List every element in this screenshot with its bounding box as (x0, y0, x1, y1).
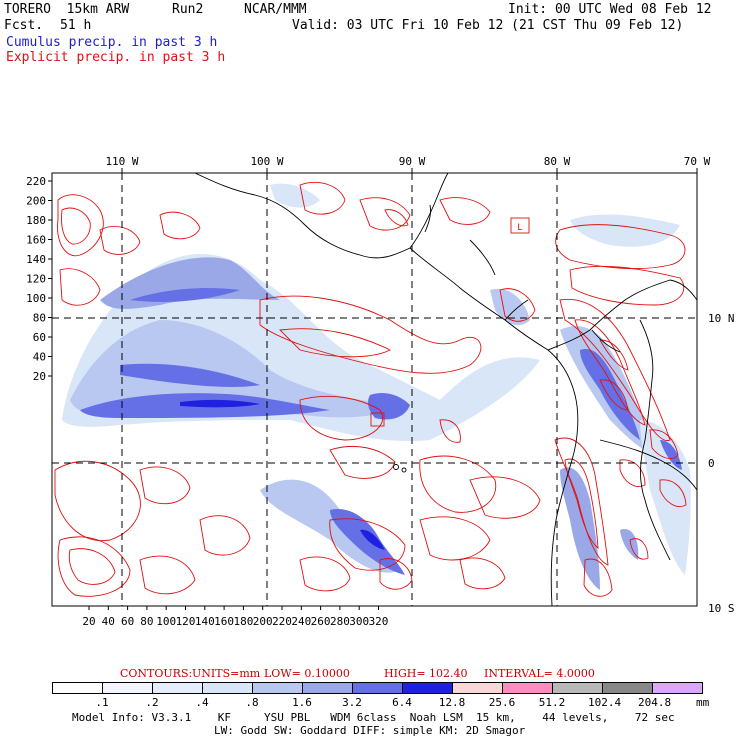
legend-swatch (502, 682, 553, 694)
y-tick-label: 220 (26, 175, 46, 188)
x-tick-label: 260 (311, 615, 331, 628)
graticule (52, 173, 697, 606)
legend-label: 3.2 (342, 696, 362, 709)
legend-label: 6.4 (392, 696, 412, 709)
coastlines (194, 173, 697, 606)
legend-label: 102.4 (588, 696, 622, 709)
x-tick-label: 60 (121, 615, 134, 628)
x-tick-label: 100 (156, 615, 176, 628)
legend-swatch (402, 682, 453, 694)
lon-label-70w: 70 W (684, 155, 711, 168)
legend-swatch (202, 682, 253, 694)
legend-swatch (102, 682, 153, 694)
x-tick-label: 320 (369, 615, 389, 628)
legend-unit: mm (696, 696, 710, 709)
forecast-hour: 51 h (60, 18, 92, 33)
forecast-label: Fcst. (4, 18, 44, 33)
contours-interval: INTERVAL= 4.0000 (484, 667, 595, 680)
x-tick-label: 140 (195, 615, 215, 628)
x-tick-label: 300 (349, 615, 369, 628)
legend-swatch (52, 682, 103, 694)
init-time: Init: 00 UTC Wed 08 Feb 12 (508, 2, 712, 17)
lon-label-80w: 80 W (544, 155, 571, 168)
map-frame (51, 172, 698, 607)
legend-swatch (552, 682, 603, 694)
explicit-precip-contours (54, 181, 687, 597)
y-tick-label: 100 (26, 292, 46, 305)
legend-label: 12.8 (438, 696, 466, 709)
x-tick-label: 220 (272, 615, 292, 628)
legend-label: .1 (95, 696, 109, 709)
x-tick-label: 280 (330, 615, 350, 628)
legend-label: 51.2 (538, 696, 566, 709)
legend-swatch (252, 682, 303, 694)
y-tick-label: 200 (26, 195, 46, 208)
y-tick-label: 120 (26, 273, 46, 286)
legend-swatch (602, 682, 653, 694)
valid-time: Valid: 03 UTC Fri 10 Feb 12 (21 CST Thu … (292, 18, 684, 33)
cumulus-precip-field (62, 183, 691, 590)
lat-label-0: 0 (708, 457, 715, 470)
cumulus-legend-line: Cumulus precip. in past 3 h (6, 35, 218, 50)
y-tick-label: 80 (33, 312, 46, 325)
y-tick-label: 60 (33, 331, 46, 344)
y-tick-label: 20 (33, 370, 46, 383)
lat-label-10s: 10 S (708, 602, 735, 615)
model-title: TORERO 15km ARW (4, 2, 130, 17)
legend-swatch (652, 682, 703, 694)
x-tick-label: 200 (253, 615, 273, 628)
y-tick-label: 160 (26, 234, 46, 247)
contours-units: UNITS=mm (192, 667, 261, 680)
legend-swatch (302, 682, 353, 694)
run-label: Run2 (172, 2, 204, 17)
lon-label-100w: 100 W (250, 155, 283, 168)
contours-prefix: CONTOURS: (120, 667, 193, 680)
legend-label: 25.6 (488, 696, 516, 709)
contour-box-label: L (517, 223, 522, 233)
lat-label-10n: 10 N (708, 312, 735, 325)
legend-label: .8 (245, 696, 259, 709)
legend-label: .4 (195, 696, 209, 709)
y-tick-label: 40 (33, 351, 46, 364)
lon-label-90w: 90 W (399, 155, 426, 168)
y-tick-label: 180 (26, 214, 46, 227)
y-tick-label: 140 (26, 253, 46, 266)
lon-label-110w: 110 W (105, 155, 138, 168)
x-tick-label: 160 (214, 615, 234, 628)
contours-low: LOW= 0.10000 (264, 667, 350, 680)
contours-high: HIGH= 102.40 (384, 667, 468, 680)
physics-info: LW: Godd SW: Goddard DIFF: simple KM: 2D… (214, 724, 526, 737)
legend-label: 1.6 (292, 696, 312, 709)
x-tick-label: 240 (291, 615, 311, 628)
model-info: Model Info: V3.3.1 KF YSU PBL WDM 6class… (72, 711, 675, 724)
legend-label: 204.8 (638, 696, 672, 709)
x-tick-label: 120 (176, 615, 196, 628)
legend-label: .2 (145, 696, 159, 709)
center-label: NCAR/MMM (244, 2, 307, 17)
x-tick-label: 180 (233, 615, 253, 628)
legend-swatch (152, 682, 203, 694)
x-tick-label: 40 (102, 615, 115, 628)
legend-swatch (352, 682, 403, 694)
x-tick-label: 80 (140, 615, 153, 628)
explicit-legend-line: Explicit precip. in past 3 h (6, 50, 226, 65)
x-tick-label: 20 (82, 615, 95, 628)
legend-swatch (452, 682, 503, 694)
